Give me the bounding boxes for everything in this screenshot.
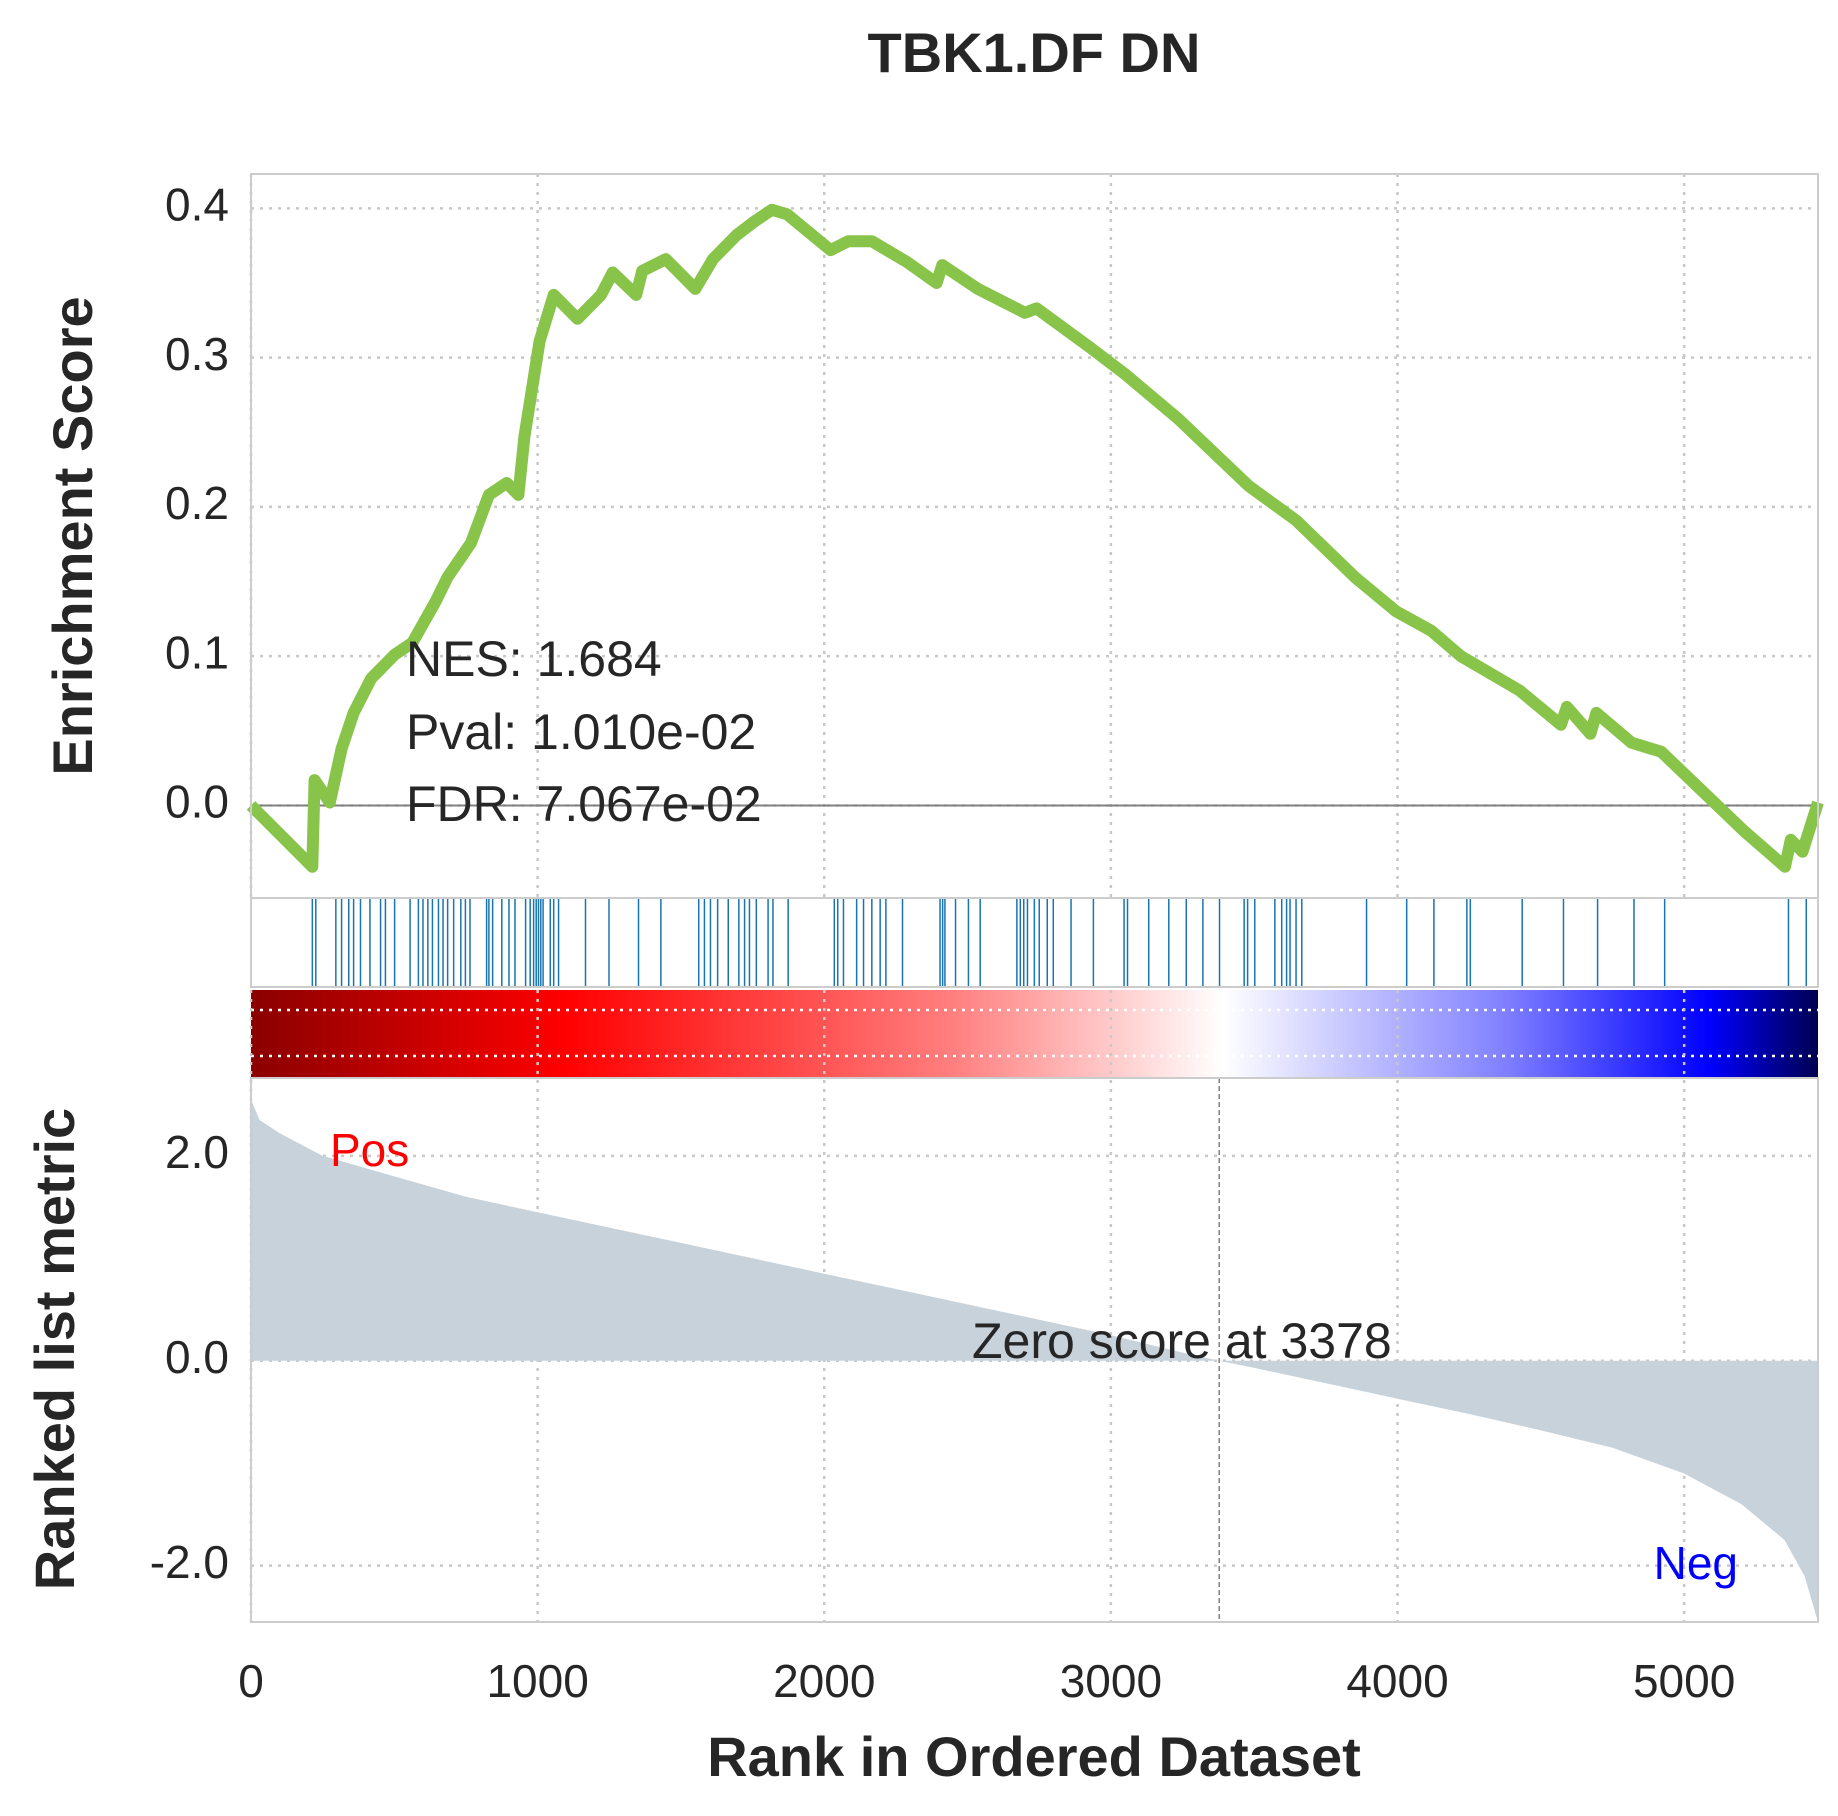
stat-annotation: NES: 1.684 [406,631,662,687]
color-bar [251,990,1818,1078]
chart-title: TBK1.DF DN [868,21,1201,84]
metric-area [251,1099,1818,1622]
stat-annotation: Pval: 1.010e-02 [406,704,756,760]
y-tick-label: 0.2 [165,477,229,529]
y-tick-label: 0.3 [165,328,229,380]
y-axis-label: Enrichment Score [41,296,104,775]
x-tick-label: 4000 [1346,1655,1448,1707]
es-line [246,203,1824,873]
annotation: Neg [1654,1537,1738,1589]
x-axis-label: Rank in Ordered Dataset [707,1725,1361,1788]
y-tick-label: 0.1 [165,626,229,678]
y-axis-label: Ranked list metric [23,1108,86,1590]
panel-frame [250,897,1819,988]
x-tick-label: 3000 [1060,1655,1162,1707]
annotation: Pos [330,1124,409,1176]
y-tick-label: -2.0 [150,1536,229,1588]
x-tick-label: 0 [238,1655,264,1707]
annotation: Zero score at 3378 [972,1313,1392,1369]
y-tick-label: 0.0 [165,776,229,828]
panel-frame [250,1077,1819,1623]
x-tick-label: 5000 [1633,1655,1735,1707]
y-tick-label: 2.0 [165,1126,229,1178]
x-tick-label: 1000 [486,1655,588,1707]
x-tick-label: 2000 [773,1655,875,1707]
y-tick-label: 0.4 [165,178,229,230]
stat-annotation: FDR: 7.067e-02 [406,776,762,832]
y-tick-label: 0.0 [165,1331,229,1383]
